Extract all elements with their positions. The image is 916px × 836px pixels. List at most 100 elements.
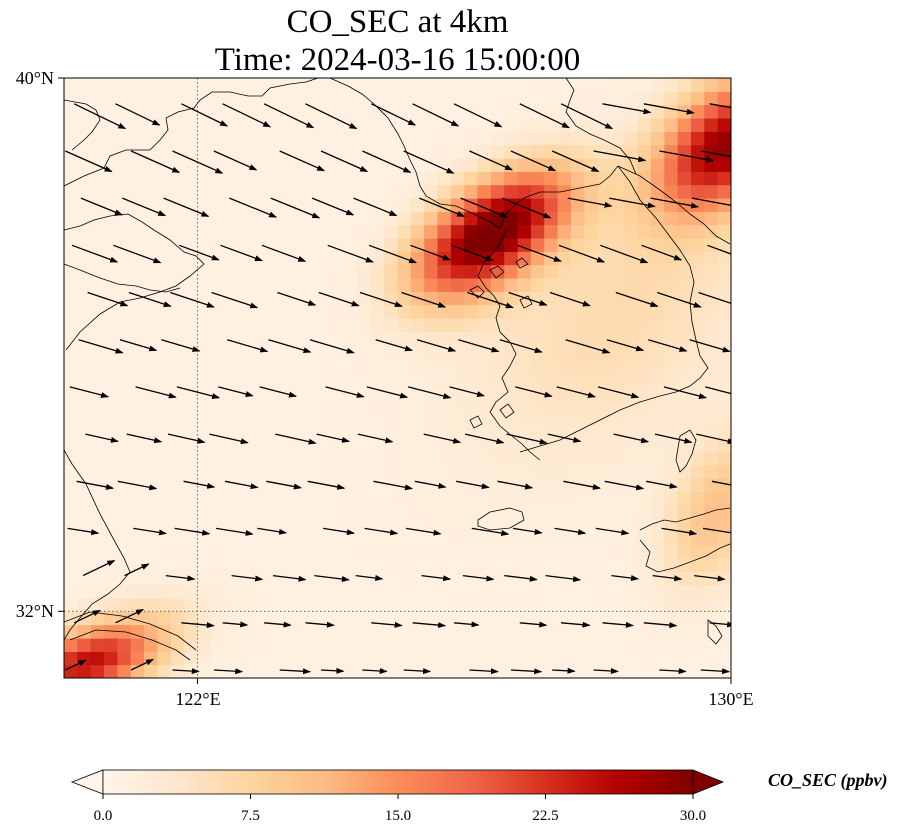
china-coastline	[64, 78, 319, 187]
wind-vector	[213, 150, 258, 171]
wind-vector	[517, 244, 562, 262]
wind-vector	[567, 197, 613, 208]
map-title: CO_SEC at 4km	[286, 4, 509, 40]
wind-vector	[209, 433, 249, 445]
wind-vector	[471, 527, 510, 536]
wind-vector	[519, 103, 570, 129]
wind-vector	[82, 559, 116, 577]
wind-vector	[172, 150, 224, 174]
wind-vector	[700, 668, 731, 675]
wind-vector	[702, 527, 731, 534]
wind-vector	[222, 103, 272, 128]
wind-vector	[163, 197, 210, 218]
wind-vector	[257, 527, 288, 535]
wind-vector	[691, 197, 731, 206]
wind-vector	[654, 433, 693, 444]
wind-vector	[560, 103, 614, 130]
wind-vector	[563, 480, 601, 490]
colorbar-tick-label: 7.5	[241, 808, 260, 824]
wind-vector	[648, 339, 688, 352]
wind-vector	[709, 621, 731, 628]
wind-vector	[707, 244, 731, 255]
wind-vector	[609, 197, 656, 209]
wind-vector	[115, 103, 161, 126]
wind-vector	[174, 527, 211, 536]
wind-vector	[696, 433, 731, 445]
coastlines	[64, 78, 731, 661]
wind-vector	[705, 386, 731, 395]
wind-vector	[453, 103, 503, 128]
wind-vector	[135, 386, 177, 399]
colorbar-tick-label: 15.0	[385, 808, 411, 824]
colorbar-tick-label: 22.5	[532, 808, 558, 824]
wind-vector	[279, 668, 311, 675]
map-frame	[63, 77, 732, 679]
wind-vector	[122, 197, 167, 217]
wind-vector	[373, 480, 413, 491]
wind-vector	[554, 527, 587, 536]
wind-vector	[410, 244, 451, 261]
wind-vector	[311, 197, 355, 216]
wind-vector	[405, 527, 442, 536]
wind-vector	[172, 668, 200, 675]
wind-vector	[307, 480, 346, 490]
yangtze-estuary	[64, 611, 197, 661]
bohai-coastline	[64, 99, 101, 151]
wind-vector	[362, 150, 412, 173]
wind-vector	[320, 150, 369, 173]
wind-vector	[423, 433, 462, 444]
wind-vector	[128, 291, 172, 307]
wind-vector	[181, 103, 228, 127]
wind-vector	[565, 339, 611, 354]
wind-vector	[268, 339, 312, 353]
colorbar-tick-label: 30.0	[680, 808, 706, 824]
wind-vector	[176, 386, 221, 399]
wind-vector	[183, 480, 216, 489]
wind-vector	[76, 480, 114, 490]
wind-vector	[643, 103, 695, 115]
wind-vector	[359, 291, 403, 307]
wind-vector	[515, 386, 553, 398]
wind-vector	[611, 574, 639, 582]
wind-vector	[499, 339, 543, 353]
wind-vector	[117, 480, 158, 491]
colorbar-gradient	[102, 769, 694, 795]
lon-tick-label-122: 122°E	[175, 689, 220, 709]
korea-south-coastline	[519, 367, 709, 453]
wind-vector	[266, 480, 302, 490]
kyushu-coastline	[639, 507, 731, 645]
wind-vector	[659, 150, 715, 163]
wind-vector	[130, 150, 181, 173]
wind-vector	[661, 527, 698, 536]
wind-vector	[545, 574, 582, 583]
wind-vector	[229, 197, 278, 218]
korea-east-coast-north	[617, 165, 731, 245]
wind-vector	[645, 480, 678, 489]
wind-vector	[663, 386, 707, 399]
wind-vector	[364, 527, 399, 536]
wind-vector	[220, 244, 263, 262]
wind-vector	[165, 574, 196, 582]
wind-vectors	[65, 103, 731, 675]
wind-vector	[519, 621, 548, 628]
wind-vector	[412, 622, 447, 629]
wind-vector	[512, 527, 543, 535]
korea-east-coastline	[617, 165, 709, 369]
wind-vector	[462, 574, 495, 582]
wind-vector	[224, 480, 259, 490]
wind-vector	[421, 574, 452, 582]
wind-vector	[178, 244, 220, 261]
wind-vector	[508, 291, 548, 306]
wind-vector	[656, 291, 702, 308]
wind-vector	[275, 433, 317, 445]
grid-lines	[64, 78, 731, 678]
wind-vector	[510, 150, 557, 172]
wind-vector	[279, 150, 326, 172]
lon-tick-label-130: 130°E	[708, 689, 753, 709]
wind-vector	[65, 659, 87, 671]
wind-vector	[263, 103, 315, 129]
wind-vector	[711, 480, 731, 486]
wind-vector	[73, 103, 127, 130]
wind-vector	[167, 433, 206, 444]
wind-vector	[497, 480, 534, 490]
